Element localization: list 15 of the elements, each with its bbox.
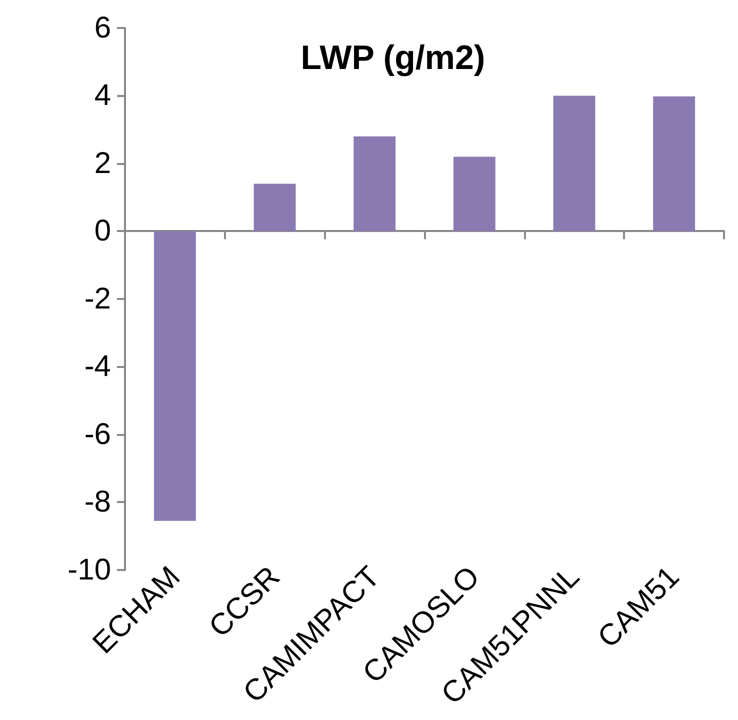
bar <box>653 96 696 232</box>
bar <box>254 184 296 232</box>
y-tick-label: -2 <box>84 282 111 316</box>
y-tick-label: 6 <box>94 12 111 44</box>
y-tick-label: -6 <box>84 418 111 451</box>
chart-title: LWP (g/m2) <box>300 39 486 77</box>
y-tick-label: 2 <box>94 146 111 180</box>
bar <box>453 156 496 232</box>
bar <box>553 96 596 232</box>
y-tick-label: -4 <box>84 350 111 384</box>
bar <box>354 136 396 232</box>
y-tick-label: 4 <box>94 79 111 112</box>
bar <box>154 231 196 521</box>
y-tick-label: -8 <box>84 486 111 519</box>
y-tick-label: 0 <box>94 214 111 248</box>
